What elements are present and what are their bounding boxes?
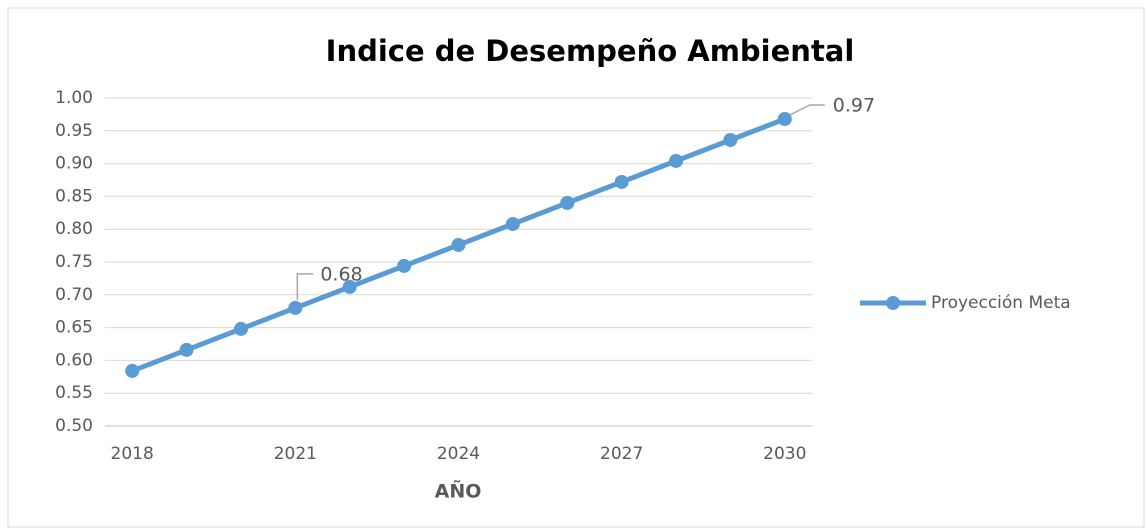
y-tick-label: 1.00	[55, 88, 93, 108]
data-point	[288, 300, 303, 315]
data-point	[723, 132, 738, 147]
y-tick-label: 0.65	[55, 318, 93, 338]
y-tick-label: 0.75	[55, 252, 93, 272]
data-point	[560, 195, 575, 210]
y-tick-label: 0.95	[55, 121, 93, 141]
x-tick-label: 2027	[600, 444, 643, 464]
y-tick-label: 0.70	[55, 285, 93, 305]
data-point	[342, 279, 357, 294]
data-point	[397, 258, 412, 273]
data-point	[233, 321, 248, 336]
legend-marker	[886, 296, 900, 310]
leader-line	[789, 104, 825, 116]
data-point	[125, 363, 140, 378]
data-point	[451, 237, 466, 252]
x-tick-label: 2024	[437, 444, 480, 464]
data-label: 0.97	[833, 94, 875, 116]
data-label: 0.68	[320, 263, 362, 285]
x-tick-label: 2021	[274, 444, 317, 464]
legend-label: Proyección Meta	[931, 293, 1071, 313]
y-tick-label: 0.85	[55, 186, 93, 206]
y-tick-label: 0.55	[55, 383, 93, 403]
y-tick-label: 0.90	[55, 154, 93, 174]
y-tick-label: 0.60	[55, 350, 93, 370]
x-tick-label: 2030	[763, 444, 806, 464]
data-point	[179, 342, 194, 357]
data-point	[777, 111, 792, 126]
chart-border	[7, 7, 1145, 528]
leader-line	[296, 273, 314, 300]
chart-title: Indice de Desempeño Ambiental	[326, 34, 855, 68]
y-tick-label: 0.50	[55, 416, 93, 436]
x-axis-label: AÑO	[435, 479, 482, 503]
data-point	[669, 153, 684, 168]
y-tick-label: 0.80	[55, 219, 93, 239]
data-point	[505, 216, 520, 231]
x-tick-label: 2018	[111, 444, 154, 464]
data-point	[614, 174, 629, 189]
